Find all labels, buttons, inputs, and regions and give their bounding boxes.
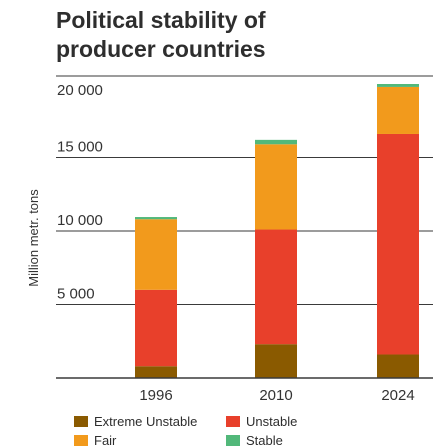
- legend-swatch-extreme-unstable: [74, 416, 88, 427]
- x-tick-label-2010: 2010: [259, 387, 292, 404]
- legend-label: Unstable: [246, 414, 298, 429]
- chart-title: Political stability of producer countrie…: [56, 6, 426, 64]
- y-tick-label-10000: 10 000: [57, 212, 103, 229]
- legend-label: Extreme Unstable: [94, 414, 198, 429]
- y-axis-label: Million metr. tons: [26, 189, 41, 287]
- gridlines: [56, 75, 433, 305]
- bar-1996-unstable: [135, 289, 177, 367]
- chart-title-line-2: producer countries: [56, 36, 266, 62]
- bar-2010-fair: [255, 144, 297, 230]
- legend-item-stable: Stable: [226, 433, 283, 448]
- y-tick-label-15000: 15 000: [57, 139, 103, 156]
- bar-2010-stable: [255, 139, 297, 145]
- y-tick-label-5000: 5 000: [57, 286, 95, 303]
- bar-2024-stable: [377, 84, 419, 87]
- legend-label: Fair: [94, 433, 117, 448]
- legend-item-unstable: Unstable: [226, 414, 297, 429]
- legend-swatch-fair: [74, 435, 88, 446]
- bar-2024-unstable: [377, 133, 419, 355]
- chart-title-line-1: Political stability of: [56, 7, 266, 33]
- legend-label: Stable: [246, 433, 283, 448]
- y-tick-label-20000: 20 000: [57, 82, 103, 99]
- bar-2010-extreme-unstable: [255, 344, 297, 378]
- bar-2010-unstable: [255, 229, 297, 345]
- legend-swatch-unstable: [226, 416, 240, 427]
- x-tick-label-2024: 2024: [381, 387, 414, 404]
- y-tick-labels: 5 000 10 000 15 000 20 000: [57, 82, 103, 303]
- legend-item-extreme-unstable: Extreme Unstable: [74, 414, 197, 429]
- x-tick-labels: 1996 2010 2024: [139, 387, 414, 404]
- legend: Extreme Unstable Unstable Fair Stable: [74, 414, 374, 448]
- bar-1996-extreme-unstable: [135, 366, 177, 378]
- x-tick-label-1996: 1996: [139, 387, 172, 404]
- bar-1996-fair: [135, 219, 177, 290]
- legend-swatch-stable: [226, 435, 240, 446]
- bar-2024-extreme-unstable: [377, 354, 419, 378]
- bar-2024-fair: [377, 86, 419, 134]
- legend-item-fair: Fair: [74, 433, 116, 448]
- bars: [135, 84, 419, 378]
- bar-1996-stable: [135, 217, 177, 220]
